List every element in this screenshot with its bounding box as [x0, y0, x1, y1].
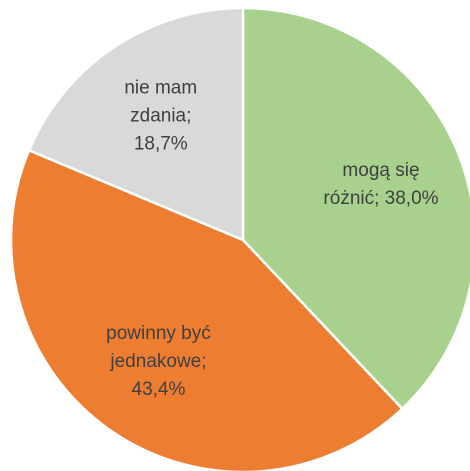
data-label: mogą się [342, 160, 419, 181]
data-label: 43,4% [132, 379, 186, 400]
data-label: nie mam [124, 77, 197, 98]
data-label: 18,7% [134, 133, 188, 154]
data-label: powinny być [106, 323, 211, 344]
pie-slice [241, 6, 470, 411]
data-label: różnić; 38,0% [323, 188, 438, 209]
data-label: jednakowe; [109, 351, 206, 372]
pie-slice [9, 148, 404, 471]
data-label: zdania; [130, 105, 191, 126]
pie-slice [27, 6, 245, 242]
